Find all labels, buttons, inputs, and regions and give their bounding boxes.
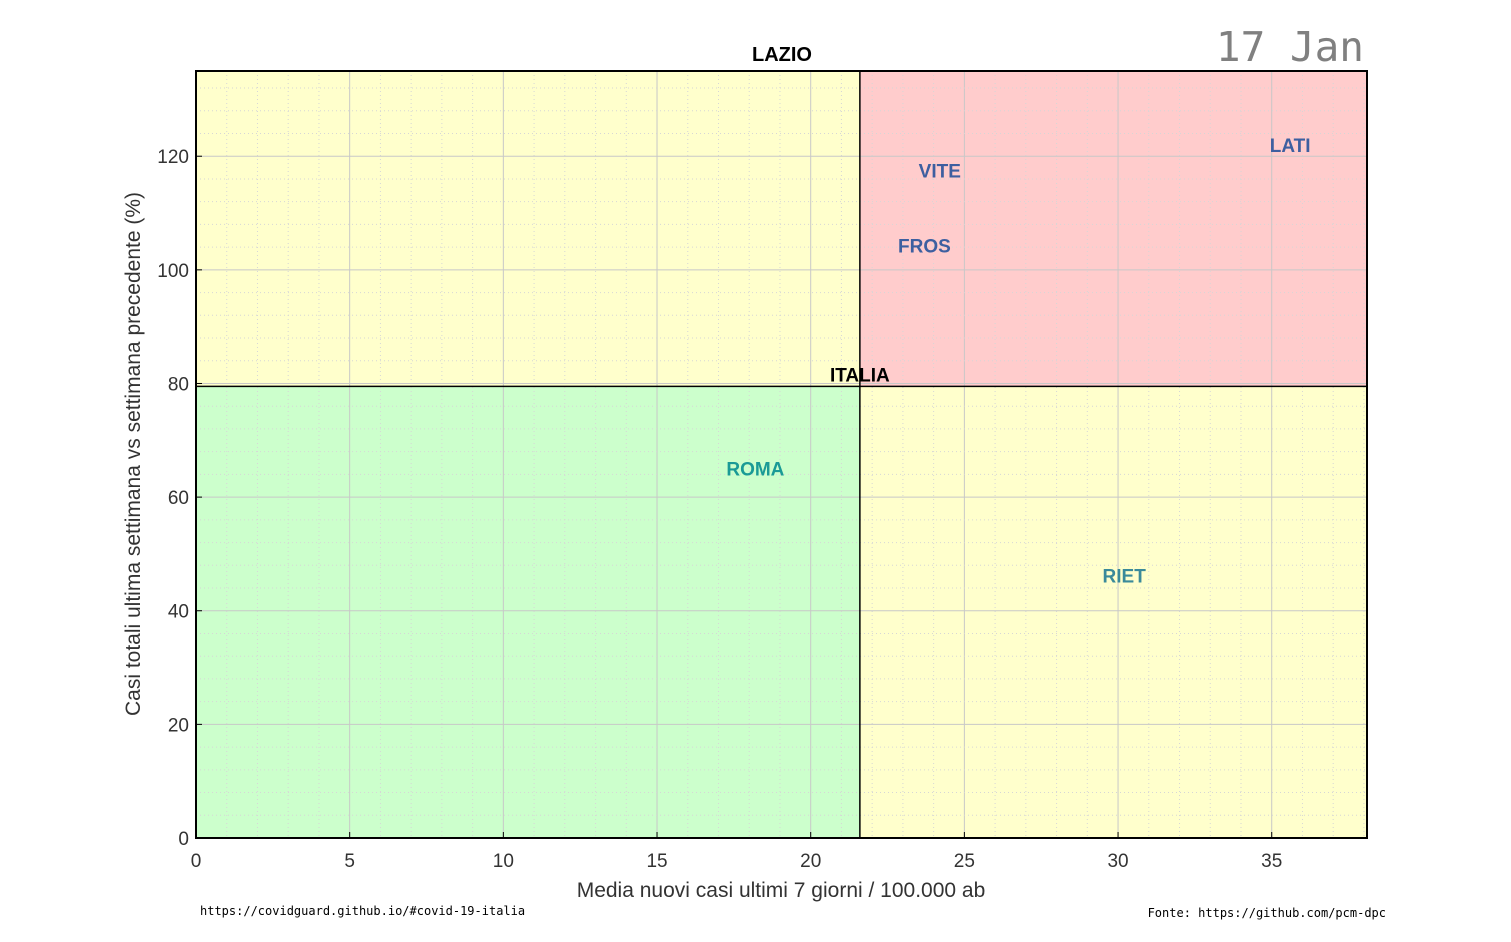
quadrant-high-growth-low-incidence (196, 71, 860, 387)
data-point-label-fros: FROS (898, 236, 951, 257)
y-axis-label: Casi totali ultima settimana vs settiman… (122, 192, 145, 716)
x-tick-label: 5 (344, 851, 355, 872)
data-point-label-vite: VITE (919, 161, 961, 182)
y-tick-label: 0 (178, 829, 189, 850)
data-point-label-riet: RIET (1103, 567, 1147, 588)
x-axis-label: Media nuovi casi ultimi 7 giorni / 100.0… (577, 879, 986, 902)
date-label: 17 Jan (1216, 23, 1364, 71)
quadrant-low-growth-high-incidence (859, 386, 1367, 838)
y-tick-label: 120 (157, 147, 189, 168)
x-tick-label: 0 (191, 851, 202, 872)
data-points: LATI VITE FROS ROMA RIET (726, 136, 1310, 588)
y-tick-label: 80 (168, 374, 189, 395)
y-tick-label: 40 (168, 602, 189, 623)
quadrant-backgrounds (196, 71, 1367, 838)
plot-frame (195, 70, 1368, 839)
reference-label: ITALIA (830, 365, 890, 386)
footer-source-url: https://covidguard.github.io/#covid-19-i… (200, 904, 525, 918)
chart-title: LAZIO (752, 44, 812, 66)
footer-data-source: Fonte: https://github.com/pcm-dpc (1148, 906, 1386, 920)
grid-lines (196, 71, 1367, 838)
y-tick-label: 100 (157, 261, 189, 282)
data-point-label-roma: ROMA (726, 460, 784, 481)
quadrant-low-growth-low-incidence (196, 386, 860, 838)
x-tick-label: 35 (1261, 851, 1282, 872)
y-tick-label: 60 (168, 488, 189, 509)
x-tick-label: 10 (493, 851, 514, 872)
x-tick-label: 25 (954, 851, 975, 872)
x-tick-label: 20 (800, 851, 821, 872)
reference-lines (196, 71, 1367, 838)
x-axis-ticks: 0 5 10 15 20 25 30 35 (191, 832, 1282, 872)
y-tick-label: 20 (168, 715, 189, 736)
data-point-label-lati: LATI (1270, 136, 1311, 157)
quadrant-high-growth-high-incidence (859, 71, 1367, 387)
x-tick-label: 30 (1107, 851, 1128, 872)
y-axis-ticks: 0 20 40 60 80 100 120 (157, 147, 202, 850)
x-tick-label: 15 (646, 851, 667, 872)
